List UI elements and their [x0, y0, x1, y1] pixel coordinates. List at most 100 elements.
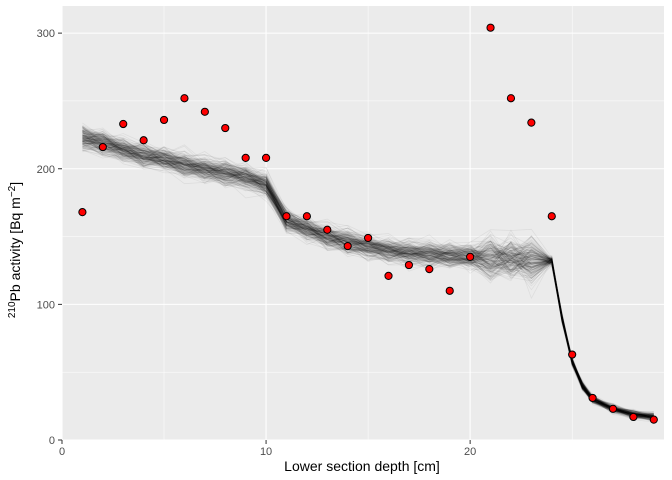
model-trajectory: [82, 128, 654, 413]
model-trajectory: [82, 143, 654, 421]
model-trajectory: [82, 134, 654, 419]
model-trajectory: [82, 141, 654, 418]
model-trajectory: [82, 139, 654, 419]
model-trajectory: [82, 126, 654, 413]
model-ensemble: [82, 122, 654, 423]
model-trajectory: [82, 136, 654, 418]
model-trajectory: [82, 138, 654, 417]
model-trajectory: [82, 124, 654, 421]
model-trajectory: [82, 137, 654, 420]
model-trajectory: [82, 137, 654, 416]
model-trajectory: [82, 136, 654, 419]
model-trajectory: [82, 139, 654, 417]
model-trajectory: [82, 142, 654, 420]
model-trajectory: [82, 138, 654, 419]
model-trajectory: [82, 129, 654, 418]
model-trajectory: [82, 134, 654, 417]
model-trajectory: [82, 137, 654, 417]
model-trajectory: [82, 143, 654, 422]
model-trajectory: [82, 140, 654, 419]
model-trajectory: [82, 130, 654, 417]
model-trajectory: [82, 138, 654, 419]
model-trajectory: [82, 126, 654, 415]
data-point: [139, 136, 148, 145]
model-trajectory: [82, 142, 654, 418]
data-point: [384, 271, 393, 280]
model-trajectory: [82, 126, 654, 416]
data-points: [78, 23, 658, 424]
y-axis-title-element: Pb activity [Bq m: [7, 197, 23, 301]
data-point: [364, 233, 373, 243]
model-trajectory: [82, 130, 654, 416]
model-trajectory: [82, 137, 654, 421]
model-trajectory: [82, 137, 654, 420]
model-trajectory: [82, 145, 654, 420]
model-trajectory: [82, 132, 654, 419]
data-point: [425, 265, 434, 274]
model-trajectory: [82, 141, 654, 420]
model-trajectory: [82, 135, 654, 421]
model-trajectory: [82, 136, 654, 419]
model-trajectory: [82, 132, 654, 415]
model-trajectory: [82, 136, 654, 416]
model-trajectory: [82, 134, 654, 420]
model-trajectory: [82, 142, 654, 417]
x-tick-label: 20: [464, 446, 476, 458]
model-trajectory: [82, 133, 654, 421]
model-trajectory: [82, 125, 654, 415]
model-trajectory: [82, 140, 654, 419]
model-trajectory: [82, 144, 654, 418]
model-trajectory: [82, 149, 654, 418]
model-trajectory: [82, 137, 654, 419]
y-axis-title-exponent: −2: [7, 185, 18, 197]
model-trajectory: [82, 139, 654, 419]
model-trajectory: [82, 149, 654, 419]
model-trajectory: [82, 138, 654, 418]
model-trajectory: [82, 130, 654, 417]
data-point: [527, 118, 536, 127]
model-trajectory: [82, 147, 654, 417]
model-trajectory: [82, 134, 654, 417]
model-trajectory: [82, 135, 654, 421]
model-trajectory: [82, 129, 654, 417]
model-trajectory: [82, 131, 654, 417]
model-trajectory: [82, 138, 654, 418]
model-trajectory: [82, 138, 654, 419]
model-trajectory: [82, 142, 654, 418]
model-trajectory: [82, 144, 654, 419]
plot-panel: [62, 6, 664, 440]
model-trajectory: [82, 136, 654, 415]
model-trajectory: [82, 131, 654, 413]
data-point: [282, 212, 291, 221]
model-trajectory: [82, 133, 654, 417]
model-trajectory: [82, 125, 654, 419]
model-trajectory: [82, 141, 654, 419]
data-point: [78, 208, 87, 217]
model-trajectory: [82, 136, 654, 420]
model-trajectory: [82, 125, 654, 414]
model-trajectory: [82, 139, 654, 417]
model-trajectory: [82, 131, 654, 417]
model-trajectory: [82, 131, 654, 422]
model-trajectory: [82, 140, 654, 419]
model-trajectory: [82, 126, 654, 417]
model-trajectory: [82, 135, 654, 419]
x-axis-ticks: 0 10 20: [59, 440, 476, 458]
model-trajectory: [82, 131, 654, 419]
model-trajectory: [82, 134, 654, 419]
model-trajectory: [82, 139, 654, 419]
y-axis-title-close: ]: [7, 182, 23, 186]
model-trajectory: [82, 131, 654, 416]
model-trajectory: [82, 130, 654, 415]
model-trajectory: [82, 133, 654, 416]
model-trajectory: [82, 132, 654, 417]
data-point: [547, 212, 556, 221]
model-trajectory: [82, 131, 654, 420]
model-trajectory: [82, 134, 654, 420]
model-trajectory: [82, 141, 654, 417]
model-trajectory: [82, 138, 654, 417]
model-trajectory: [82, 143, 654, 419]
model-trajectory: [82, 142, 654, 420]
model-trajectory: [82, 134, 654, 417]
model-trajectory: [82, 136, 654, 417]
